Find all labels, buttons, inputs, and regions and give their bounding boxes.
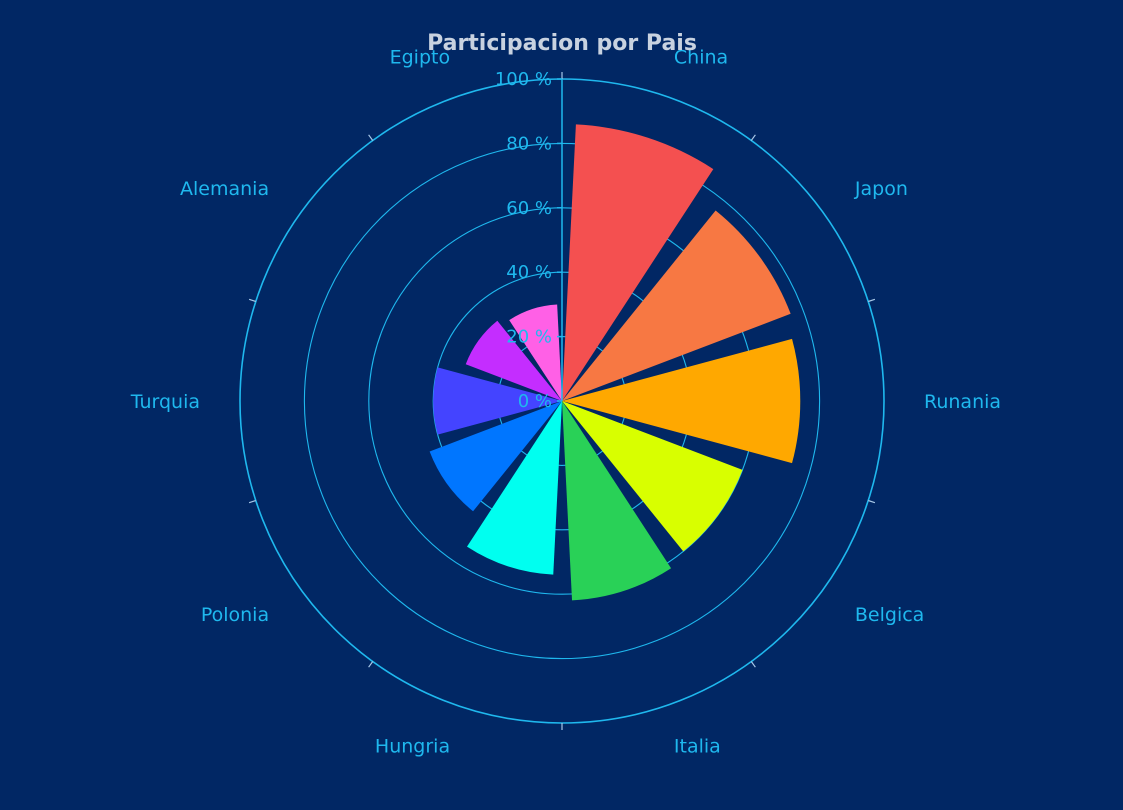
- radial-tick-label: 40 %: [506, 262, 552, 283]
- bar-runania[interactable]: [562, 338, 801, 464]
- bar-polonia[interactable]: [429, 401, 562, 512]
- chart-title: Participacion por Pais: [427, 31, 697, 56]
- axis-layer: [248, 72, 876, 730]
- category-label-alemania: Alemania: [180, 178, 269, 200]
- bar-china[interactable]: [562, 124, 714, 402]
- category-label-polonia: Polonia: [201, 604, 269, 626]
- angle-tick: [248, 298, 256, 303]
- bar-alemania[interactable]: [465, 320, 562, 401]
- category-label-runania: Runania: [924, 391, 1001, 413]
- angle-tick: [368, 134, 374, 141]
- radial-tick-label: 100 %: [495, 69, 552, 90]
- bar-egipto[interactable]: [509, 304, 562, 401]
- bar-belgica[interactable]: [562, 401, 743, 552]
- bar-italia[interactable]: [562, 401, 672, 601]
- bar-turquia[interactable]: [433, 367, 562, 435]
- category-label-china: China: [674, 47, 728, 69]
- angle-tick: [750, 134, 756, 141]
- angle-tick: [750, 661, 756, 668]
- category-label-turquia: Turquia: [130, 391, 200, 413]
- category-label-japon: Japon: [854, 178, 908, 200]
- category-label-italia: Italia: [674, 735, 721, 757]
- angle-tick: [248, 499, 256, 504]
- bar-japon[interactable]: [562, 210, 791, 401]
- angle-tick: [368, 661, 374, 668]
- angle-tick: [868, 499, 876, 504]
- bar-layer: [429, 124, 801, 601]
- radial-tick-label: 60 %: [506, 198, 552, 219]
- radial-tick-label: 20 %: [506, 327, 552, 348]
- radial-tick-label: 0 %: [518, 391, 552, 412]
- angle-tick: [868, 298, 876, 303]
- category-label-belgica: Belgica: [855, 604, 924, 626]
- label-layer: 0 % 20 % 40 % 60 % 80 % 100 % China Japon Runani…: [130, 47, 1001, 758]
- category-label-egipto: Egipto: [390, 47, 450, 69]
- category-label-hungria: Hungria: [375, 735, 450, 757]
- bar-hungria[interactable]: [466, 401, 562, 575]
- radial-tick-label: 80 %: [506, 133, 552, 154]
